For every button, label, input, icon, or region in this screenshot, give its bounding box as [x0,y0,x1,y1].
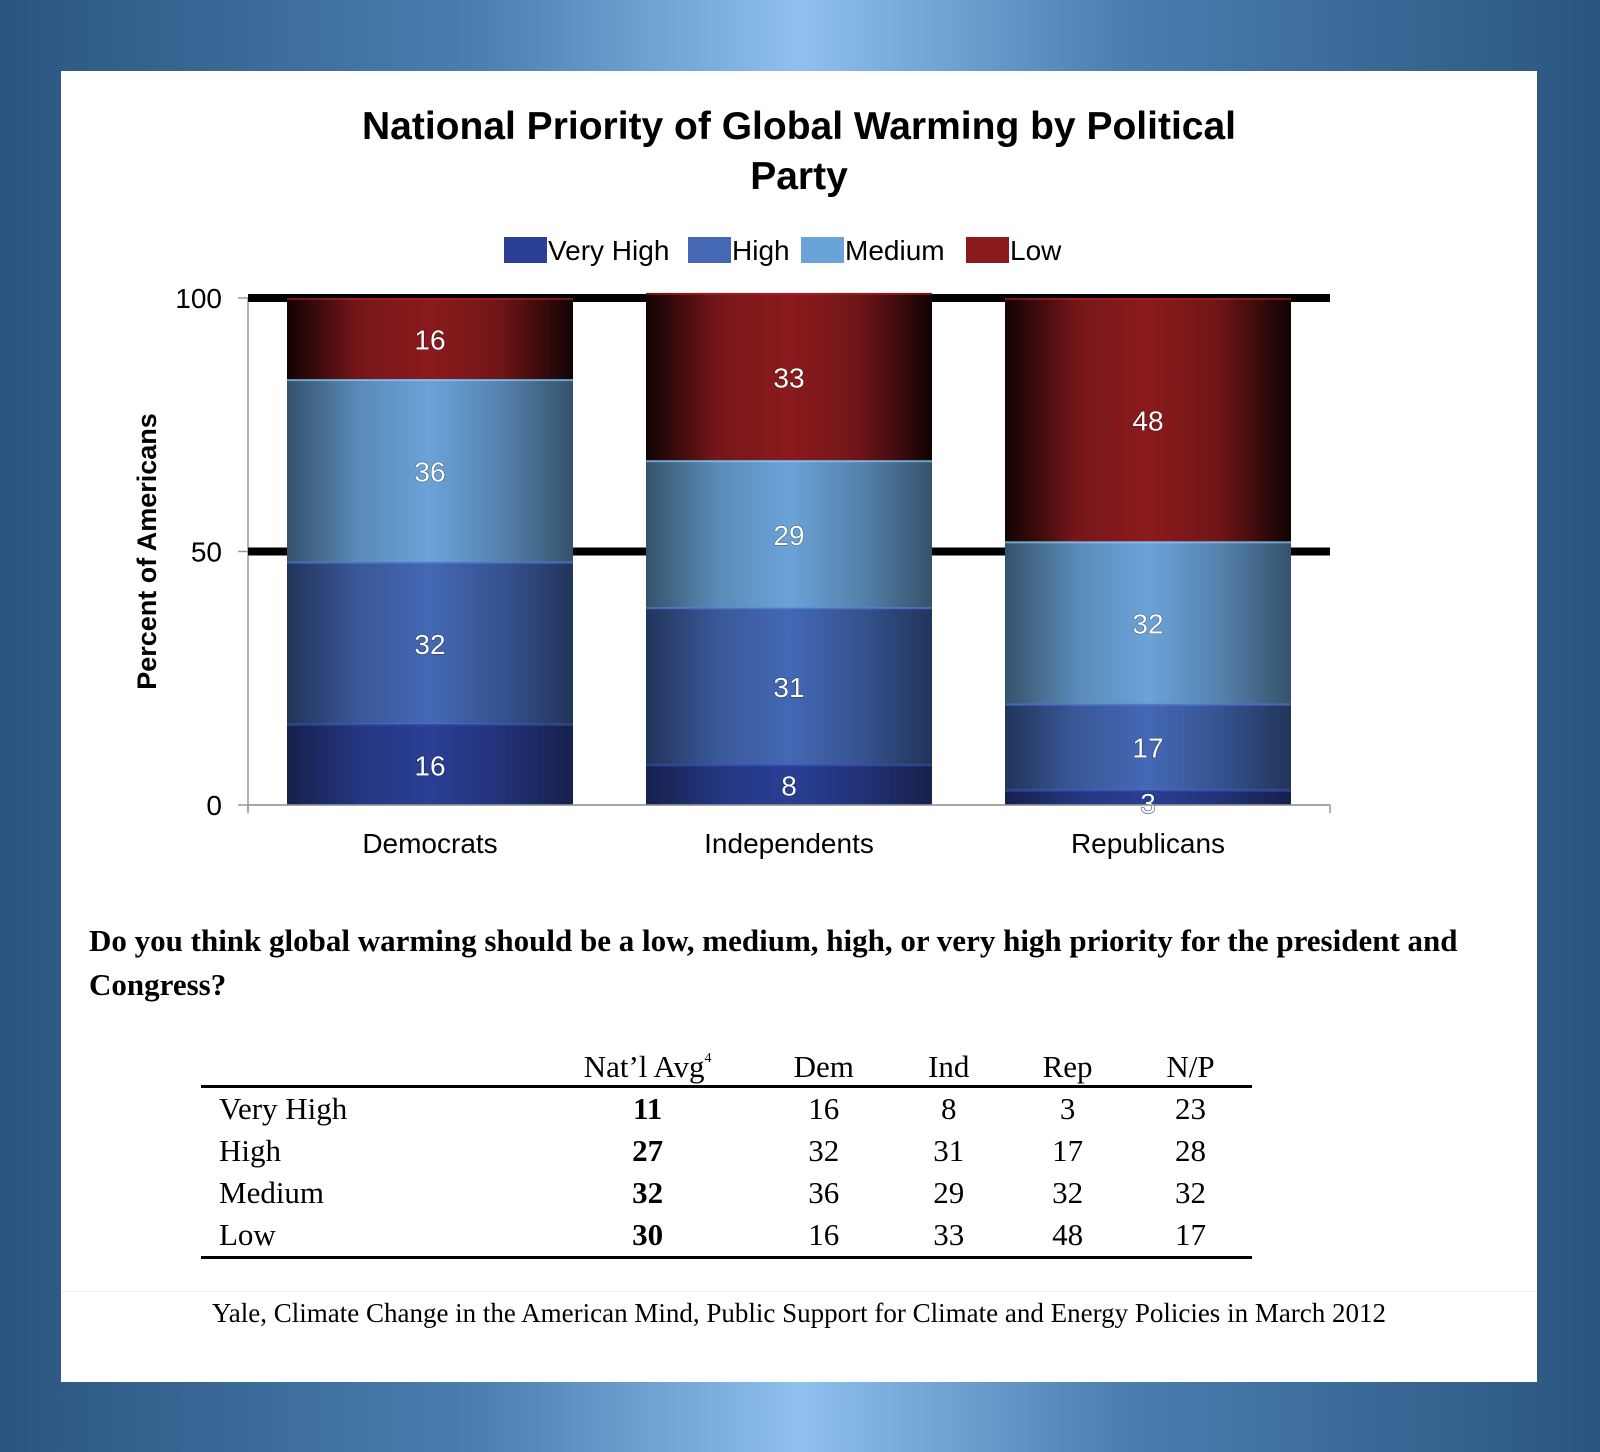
y-axis-label: Percent of Americans [132,413,162,690]
bar-segment-edge [1005,298,1291,300]
table-header-blank [201,1043,540,1088]
bar-segment-edge [287,379,573,382]
category-label: Democrats [362,828,497,859]
legend-swatch-low [966,237,1009,263]
data-label: 33 [773,363,804,394]
table-header-dem: Dem [756,1043,892,1088]
bar-segment-edge [1005,789,1291,792]
row-label: Very High [219,1091,348,1126]
legend-swatch-high [688,237,731,263]
bar-segment-edge [287,723,573,726]
stacked-bar-chart: Very High High Medium Low 0 50 100 Percent of … [132,235,1331,859]
row-label: Low [201,1214,540,1259]
bar-segment-medium [287,379,573,562]
bar-segment-edge [287,298,573,300]
data-label: 8 [781,771,797,802]
table-cell: 16 [756,1214,892,1259]
data-label: 3 [1140,788,1156,819]
table-row: High 27 32 31 17 28 [201,1130,1252,1172]
table-cell: 16 [808,1091,840,1126]
chart-card: National Priority of Global Warming by P… [61,71,1537,1382]
table-cell: 32 [1052,1175,1084,1210]
data-label: 32 [1132,608,1163,639]
baseline-mask [250,806,1328,815]
bar-segment-edge [646,460,932,463]
bar-segment-medium [1005,541,1291,704]
legend-label: Low [1010,235,1062,266]
table-cell: 17 [1052,1133,1084,1168]
bar-segment-edge [646,607,932,610]
category-label: Republicans [1071,828,1225,859]
data-label: 29 [773,520,804,551]
table-header-ind: Ind [891,1043,1007,1088]
bar-segment-low [287,298,573,380]
y-tick-label: 100 [175,283,222,314]
table-cell: 8 [941,1091,957,1126]
legend-swatch-medium [801,237,844,263]
table-cell: 30 [539,1214,757,1259]
chart-title-line-1: National Priority of Global Warming by P… [362,105,1236,148]
results-table: Nat’l Avg4 Dem Ind Rep N/P Very High 11 16… [201,1043,1252,1259]
legend-label: High [732,235,790,266]
row-label: High [219,1133,281,1168]
data-label: 48 [1132,406,1163,437]
table-cell: 36 [808,1175,840,1210]
data-label: 17 [1132,733,1163,764]
table-header-rep: Rep [1006,1043,1130,1088]
bar-segment-edge [646,292,932,295]
survey-question: Do you think global warming should be a … [89,923,1458,1002]
table-cell: 3 [1059,1091,1076,1126]
bar-segment-high [287,561,573,724]
table-row: Medium 32 36 29 32 32 [201,1172,1252,1214]
table-row: Low 30 16 33 48 17 [201,1214,1252,1259]
footnote-marker: 4 [704,1051,712,1066]
table-cell: 32 [808,1133,840,1168]
bar-segment-high [1005,703,1291,790]
bar-segment-edge [646,764,932,767]
table-header-natl-avg: Nat’l Avg4 [539,1043,757,1088]
legend-label: Medium [845,235,945,266]
y-tick-label: 50 [191,537,222,568]
category-label: Independents [704,828,874,859]
bar-segment-low [1005,298,1291,542]
data-label: 36 [414,456,445,487]
data-label: 16 [414,750,445,781]
plot-area: 0 50 100 Percent of Americans 16 32 36 16 Democr… [132,283,1331,859]
bar-segment-very-high [1005,789,1291,805]
table-cell: 48 [1006,1214,1130,1259]
table-cell: 11 [632,1091,663,1126]
bar-segment-low [646,292,932,461]
table-cell: 27 [632,1133,664,1168]
table-cell: 17 [1129,1214,1252,1259]
table-header-np: N/P [1129,1043,1252,1088]
table-cell: 31 [933,1133,965,1168]
row-label: Medium [219,1175,325,1210]
table-cell: 23 [1175,1091,1207,1126]
legend: Very High High Medium Low [504,235,1062,266]
table-row: Very High 11 16 8 3 23 [201,1087,1252,1131]
y-tick-label: 0 [206,790,222,821]
legend-label: Very High [548,235,669,266]
table-cell: 32 [1175,1175,1207,1210]
bar-segment-edge [1005,541,1291,544]
bar-segment-very-high [646,764,932,805]
bar-segment-very-high [287,723,573,805]
data-label: 31 [773,672,804,703]
bar-segment-medium [646,460,932,608]
legend-swatch-very-high [504,237,547,263]
bar-segment-edge [1005,703,1291,706]
table-cell: 29 [933,1175,965,1210]
source-citation: Yale, Climate Change in the American Min… [61,1291,1537,1329]
bar-segment-high [646,607,932,765]
header-label: Nat’l Avg [583,1049,705,1084]
data-label: 32 [414,629,445,660]
table-cell: 33 [891,1214,1007,1259]
table-header-row: Nat’l Avg4 Dem Ind Rep N/P [201,1043,1252,1088]
bar-segment-edge [287,561,573,564]
data-label: 16 [414,325,445,356]
table-cell: 28 [1175,1133,1207,1168]
table-cell: 32 [632,1175,664,1210]
chart-title-line-2: Party [750,155,848,198]
